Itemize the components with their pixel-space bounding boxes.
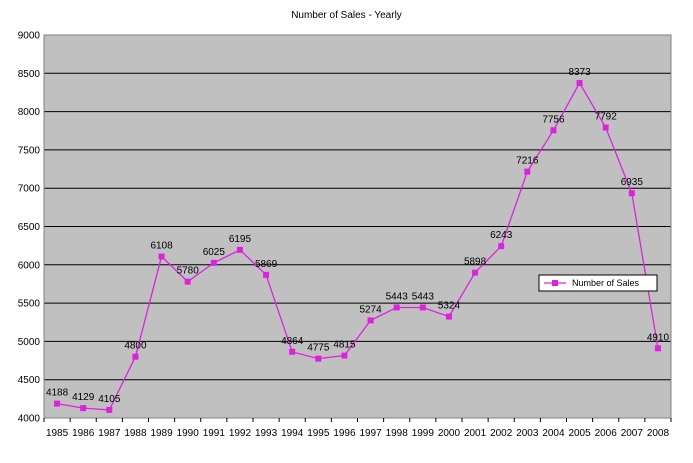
x-tick-label-2004: 2004 xyxy=(542,428,565,439)
data-point-2003 xyxy=(524,168,531,175)
data-label-1999: 5443 xyxy=(412,291,435,302)
x-tick-label-1997: 1997 xyxy=(359,428,382,439)
x-tick-label-2000: 2000 xyxy=(438,428,461,439)
data-point-2002 xyxy=(498,243,505,250)
y-tick-label-6000: 6000 xyxy=(18,260,41,271)
data-label-1997: 5274 xyxy=(359,304,382,315)
y-tick-label-4500: 4500 xyxy=(18,375,41,386)
x-tick-label-1986: 1986 xyxy=(72,428,95,439)
data-point-1991 xyxy=(210,259,217,266)
x-tick-label-1989: 1989 xyxy=(150,428,173,439)
y-tick-label-5000: 5000 xyxy=(18,337,41,348)
data-label-2002: 6243 xyxy=(490,230,513,241)
data-label-2006: 7792 xyxy=(595,112,618,123)
data-point-1996 xyxy=(341,352,348,359)
x-tick-label-1991: 1991 xyxy=(203,428,226,439)
data-point-1990 xyxy=(184,278,191,285)
data-label-1991: 6025 xyxy=(203,247,226,258)
data-point-2005 xyxy=(576,80,583,87)
x-tick-label-1998: 1998 xyxy=(386,428,409,439)
data-label-1987: 4105 xyxy=(98,394,121,405)
data-label-1993: 5869 xyxy=(255,259,278,270)
data-label-2004: 7756 xyxy=(542,114,565,125)
data-point-1989 xyxy=(158,253,165,260)
data-point-2006 xyxy=(602,124,609,131)
data-label-1990: 5780 xyxy=(177,266,200,277)
x-tick-label-1987: 1987 xyxy=(98,428,121,439)
data-point-2007 xyxy=(628,190,635,197)
x-tick-label-2003: 2003 xyxy=(516,428,539,439)
data-label-1998: 5443 xyxy=(386,291,409,302)
x-tick-label-1985: 1985 xyxy=(46,428,69,439)
x-tick-label-1988: 1988 xyxy=(124,428,147,439)
data-point-1999 xyxy=(419,304,426,311)
data-label-1995: 4775 xyxy=(307,343,330,354)
y-tick-label-8000: 8000 xyxy=(18,107,41,118)
data-point-1986 xyxy=(80,405,87,412)
x-tick-label-2001: 2001 xyxy=(464,428,487,439)
x-tick-label-2002: 2002 xyxy=(490,428,513,439)
x-tick-label-2005: 2005 xyxy=(568,428,591,439)
data-point-1998 xyxy=(393,304,400,311)
data-point-2004 xyxy=(550,127,557,134)
data-label-2000: 5324 xyxy=(438,301,461,312)
data-point-1987 xyxy=(106,406,113,413)
y-tick-label-8500: 8500 xyxy=(18,69,41,80)
data-point-1985 xyxy=(54,400,61,407)
data-label-2001: 5898 xyxy=(464,257,487,268)
data-label-2007: 6935 xyxy=(621,177,644,188)
data-point-2000 xyxy=(445,313,452,320)
data-label-1994: 4864 xyxy=(281,336,304,347)
data-point-1995 xyxy=(315,355,322,362)
x-tick-label-1992: 1992 xyxy=(229,428,252,439)
x-tick-label-1993: 1993 xyxy=(255,428,278,439)
data-point-2008 xyxy=(654,345,661,352)
data-point-1992 xyxy=(236,246,243,253)
legend-label: Number of Sales xyxy=(572,278,640,288)
data-point-1997 xyxy=(367,317,374,324)
x-tick-label-1999: 1999 xyxy=(412,428,435,439)
data-label-2008: 4910 xyxy=(647,332,670,343)
data-label-1989: 6108 xyxy=(150,241,173,252)
data-point-1988 xyxy=(132,353,139,360)
data-point-2001 xyxy=(472,269,479,276)
data-label-2005: 8373 xyxy=(568,67,591,78)
y-tick-label-4000: 4000 xyxy=(18,414,41,425)
legend-box xyxy=(538,274,658,292)
y-tick-label-6500: 6500 xyxy=(18,222,41,233)
data-label-1985: 4188 xyxy=(46,388,69,399)
x-tick-label-1996: 1996 xyxy=(333,428,356,439)
series-line xyxy=(56,81,659,411)
legend-marker xyxy=(552,280,558,286)
data-label-1992: 6195 xyxy=(229,234,252,245)
x-tick-label-1995: 1995 xyxy=(307,428,330,439)
y-tick-label-9000: 9000 xyxy=(18,31,41,42)
y-tick-label-7000: 7000 xyxy=(18,184,41,195)
x-tick-label-1990: 1990 xyxy=(177,428,200,439)
y-tick-label-5500: 5500 xyxy=(18,299,41,310)
x-tick-label-2006: 2006 xyxy=(595,428,618,439)
y-tick-label-7500: 7500 xyxy=(18,145,41,156)
x-tick-label-1994: 1994 xyxy=(281,428,304,439)
x-tick-label-2008: 2008 xyxy=(647,428,670,439)
data-point-1993 xyxy=(263,271,270,278)
data-point-1994 xyxy=(289,348,296,355)
data-label-2003: 7216 xyxy=(516,156,539,167)
chart-title: Number of Sales - Yearly xyxy=(291,10,402,21)
data-label-1986: 4129 xyxy=(72,392,95,403)
data-label-1988: 4800 xyxy=(124,341,147,352)
x-tick-label-2007: 2007 xyxy=(621,428,644,439)
data-label-1996: 4815 xyxy=(333,340,356,351)
